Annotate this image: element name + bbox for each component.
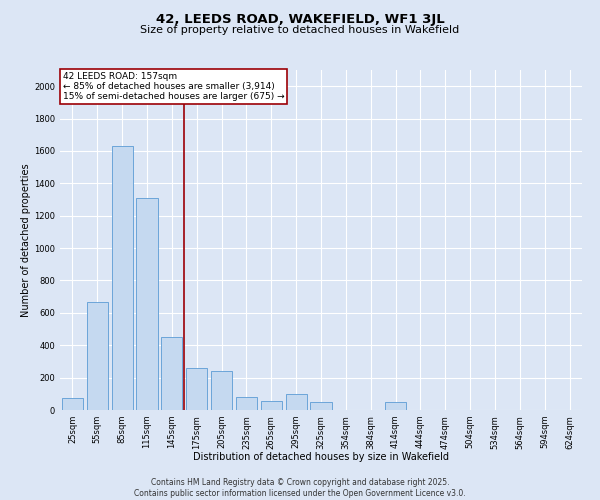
Bar bbox=[112, 146, 133, 410]
Bar bbox=[186, 368, 207, 410]
Bar bbox=[211, 371, 232, 410]
Bar bbox=[87, 302, 108, 410]
Text: 42, LEEDS ROAD, WAKEFIELD, WF1 3JL: 42, LEEDS ROAD, WAKEFIELD, WF1 3JL bbox=[155, 12, 445, 26]
Text: 42 LEEDS ROAD: 157sqm
← 85% of detached houses are smaller (3,914)
15% of semi-d: 42 LEEDS ROAD: 157sqm ← 85% of detached … bbox=[62, 72, 284, 102]
X-axis label: Distribution of detached houses by size in Wakefield: Distribution of detached houses by size … bbox=[193, 452, 449, 462]
Bar bbox=[136, 198, 158, 410]
Y-axis label: Number of detached properties: Number of detached properties bbox=[21, 163, 31, 317]
Bar bbox=[62, 398, 83, 410]
Bar bbox=[261, 401, 282, 410]
Text: Size of property relative to detached houses in Wakefield: Size of property relative to detached ho… bbox=[140, 25, 460, 35]
Text: Contains HM Land Registry data © Crown copyright and database right 2025.
Contai: Contains HM Land Registry data © Crown c… bbox=[134, 478, 466, 498]
Bar bbox=[385, 402, 406, 410]
Bar bbox=[161, 337, 182, 410]
Bar bbox=[286, 394, 307, 410]
Bar bbox=[236, 397, 257, 410]
Bar bbox=[310, 402, 332, 410]
